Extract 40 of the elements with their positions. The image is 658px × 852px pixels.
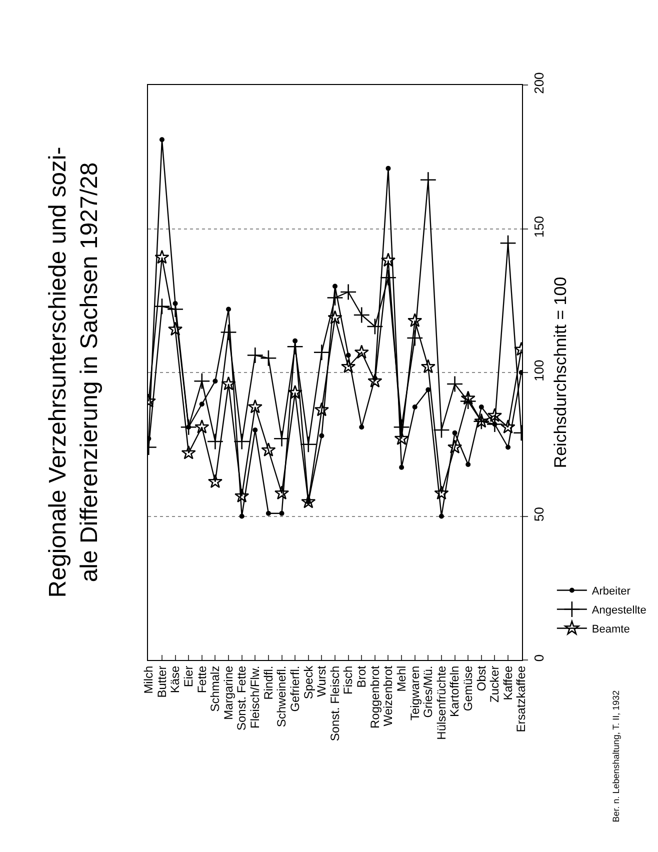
x-tick-label: Fisch — [341, 666, 356, 694]
text: Regionale Verzehrsunterschiede und sozi- ale Differenzierung in Sachsen 1927/28 — [44, 146, 103, 598]
legend-label: Angestellte — [592, 604, 646, 617]
x-tick-label: Roggenbrot — [368, 665, 382, 729]
x-tick-label: Schweinefl. — [274, 666, 289, 728]
x-tick-label: Brot — [354, 665, 369, 688]
x-tick-label: Sonst. Fleisch — [328, 666, 342, 742]
text: Ber. n. Lebenshaltung, T. II, 1932 — [610, 690, 621, 822]
y-tick-label: 0 — [532, 654, 547, 662]
legend-label: Beamte — [592, 624, 630, 636]
y-tick-label: 200 — [532, 72, 547, 94]
x-tick-label: Rindfl. — [261, 666, 276, 700]
x-tick-label: Fleisch/Flw. — [248, 666, 262, 728]
x-tick-label: Gefrierfl. — [288, 666, 302, 712]
x-tick-label: Mehl — [394, 666, 408, 692]
x-tick-label: Eier — [181, 666, 196, 688]
x-tick-label: Zucker — [488, 666, 502, 702]
legend-label: Arbeiter — [592, 586, 631, 598]
y-tick-label: 50 — [532, 507, 547, 522]
x-tick-label: Milch — [142, 666, 156, 694]
y-tick-label: 100 — [532, 360, 547, 382]
x-tick-label: Teigwaren — [408, 666, 422, 721]
x-tick-label: Margarine — [221, 665, 236, 720]
x-tick-label: Obst — [474, 665, 488, 692]
x-tick-label: Ersatzkaffee — [514, 665, 528, 732]
x-tick-label: Wurst — [314, 665, 329, 697]
x-tick-label: Fette — [194, 665, 209, 694]
x-tick-label: Speck — [301, 664, 316, 700]
y-axis-title: Reichsdurchschnitt = 100 — [551, 276, 570, 468]
x-tick-label: Sonst. Fette — [234, 665, 249, 731]
x-tick-label: Gemüse — [461, 665, 475, 712]
x-tick-label: Schmalz — [208, 666, 222, 712]
y-tick-label: 150 — [532, 216, 547, 238]
x-tick-label: Butter — [154, 666, 169, 698]
x-tick-label: Kaffee — [500, 665, 515, 700]
x-tick-label: Hülsenfrüchte — [434, 665, 448, 740]
x-tick-label: Käse — [168, 665, 182, 694]
x-tick-label: Weizenbrot — [381, 665, 396, 726]
x-tick-label: Kartoffeln — [448, 666, 462, 717]
x-tick-label: Gries/Mü. — [421, 666, 436, 718]
